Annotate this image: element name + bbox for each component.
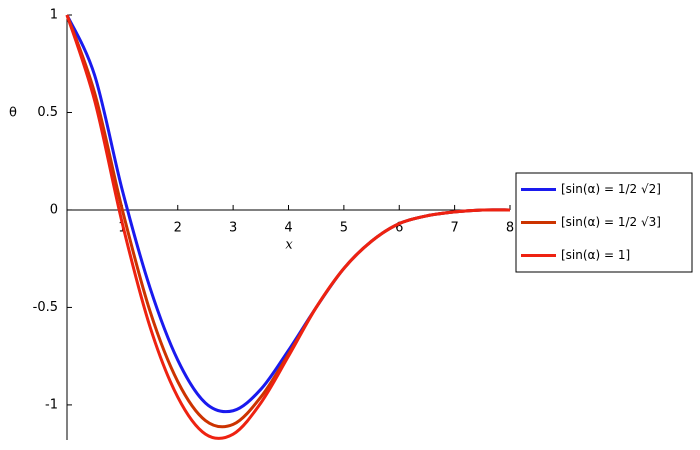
y-tick-label: -0.5 (33, 300, 58, 315)
legend-label: [sin(α) = 1] (561, 248, 630, 262)
y-tick-label: 0.5 (37, 105, 58, 120)
x-tick-label: 5 (340, 220, 348, 235)
x-axis-label: x (285, 238, 293, 253)
x-tick-label: 6 (395, 220, 403, 235)
x-tick-label: 2 (174, 220, 182, 235)
series-line (65, 14, 511, 440)
legend-label: [sin(α) = 1/2 √3] (561, 215, 661, 229)
y-tick-label: 1 (50, 8, 58, 23)
legend-label: [sin(α) = 1/2 √2] (561, 182, 661, 196)
x-tick-label: 8 (506, 220, 514, 235)
y-axis-label: θ (9, 106, 17, 121)
x-tick-label: 3 (229, 220, 237, 235)
y-tick-label: 0 (50, 202, 58, 217)
x-tick-label: 4 (284, 220, 292, 235)
y-tick-label: -1 (45, 397, 58, 412)
x-tick-label: 7 (450, 220, 458, 235)
